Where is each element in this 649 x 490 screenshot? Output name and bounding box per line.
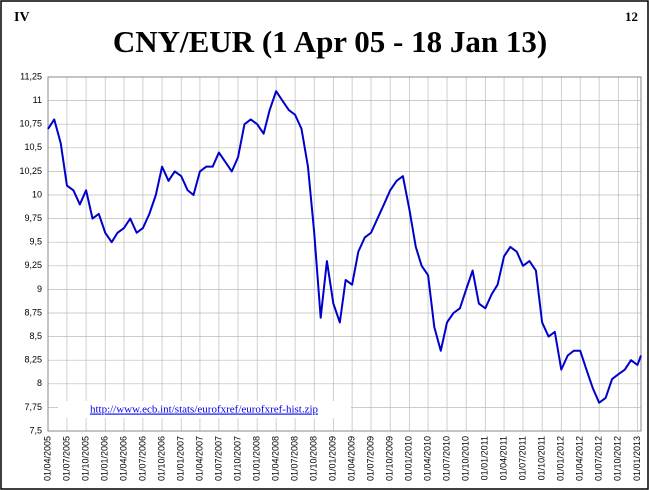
x-tick-label: 01/01/2007 — [176, 436, 186, 481]
data-line — [47, 90, 642, 404]
x-tick-label: 01/04/2010 — [422, 436, 432, 481]
x-tick-label: 01/01/2006 — [100, 436, 110, 481]
y-tick-label: 11,25 — [20, 71, 42, 81]
plot-frame — [47, 76, 642, 432]
section-label: IV — [14, 10, 30, 25]
x-tick-label: 01/04/2012 — [575, 436, 585, 481]
x-tick-label: 01/04/2011 — [498, 436, 508, 480]
x-tick-label: 01/07/2006 — [137, 436, 147, 481]
source-box — [58, 401, 351, 418]
x-tick-label: 01/04/2008 — [270, 436, 280, 481]
x-tick-label: 01/07/2010 — [441, 436, 451, 481]
x-tick-label: 01/01/2009 — [328, 436, 338, 481]
x-tick-label: 01/01/2008 — [252, 436, 262, 481]
x-tick-label: 01/07/2008 — [289, 436, 299, 481]
x-tick-label: 01/10/2006 — [156, 436, 166, 481]
y-tick-label: 11 — [33, 95, 42, 105]
y-tick-label: 7,5 — [29, 425, 42, 435]
page-number: 12 — [625, 9, 638, 24]
y-tick-label: 8,5 — [29, 331, 42, 341]
x-tick-label: 01/10/2005 — [80, 436, 90, 481]
x-tick-label: 01/10/2009 — [385, 436, 395, 481]
x-tick-label: 01/04/2009 — [346, 436, 356, 481]
y-tick-label: 9,25 — [24, 260, 42, 270]
y-tick-label: 8,25 — [24, 355, 42, 365]
y-tick-label: 9,75 — [24, 213, 42, 223]
y-tick-label: 8,75 — [24, 307, 42, 317]
x-tick-label: 01/01/2010 — [404, 436, 414, 481]
x-tick-label: 01/07/2005 — [61, 436, 71, 481]
chart-title: CNY/EUR (1 Apr 05 - 18 Jan 13) — [113, 24, 547, 59]
y-tick-label: 7,75 — [24, 402, 42, 412]
x-tick-label: 01/10/2012 — [613, 436, 623, 481]
x-tick-label: 01/01/2012 — [556, 436, 566, 481]
source-link[interactable]: http://www.ecb.int/stats/eurofxref/eurof… — [90, 404, 319, 416]
x-tick-label: 01/07/2007 — [213, 436, 223, 481]
x-tick-label: 01/04/2005 — [42, 436, 52, 481]
x-tick-label: 01/10/2010 — [461, 436, 471, 481]
y-tick-label: 10,25 — [19, 166, 42, 176]
x-tick-label: 01/01/2011 — [480, 436, 490, 480]
x-tick-label: 01/10/2011 — [537, 436, 547, 480]
y-tick-label: 10,75 — [19, 119, 42, 129]
y-tick-label: 9 — [37, 284, 42, 294]
y-tick-label: 9,5 — [29, 237, 42, 247]
y-tick-label: 8 — [37, 378, 42, 388]
x-tick-label: 01/07/2011 — [517, 436, 527, 480]
x-tick-label: 01/07/2009 — [365, 436, 375, 481]
y-tick-label: 10 — [32, 189, 42, 199]
x-tick-label: 01/01/2013 — [632, 436, 642, 481]
x-tick-label: 01/07/2012 — [594, 436, 604, 481]
x-tick-label: 01/10/2007 — [232, 436, 242, 481]
x-tick-label: 01/04/2007 — [194, 436, 204, 481]
x-tick-label: 01/10/2008 — [309, 436, 319, 481]
y-tick-label: 10,5 — [24, 142, 42, 152]
x-tick-label: 01/04/2006 — [118, 436, 128, 481]
